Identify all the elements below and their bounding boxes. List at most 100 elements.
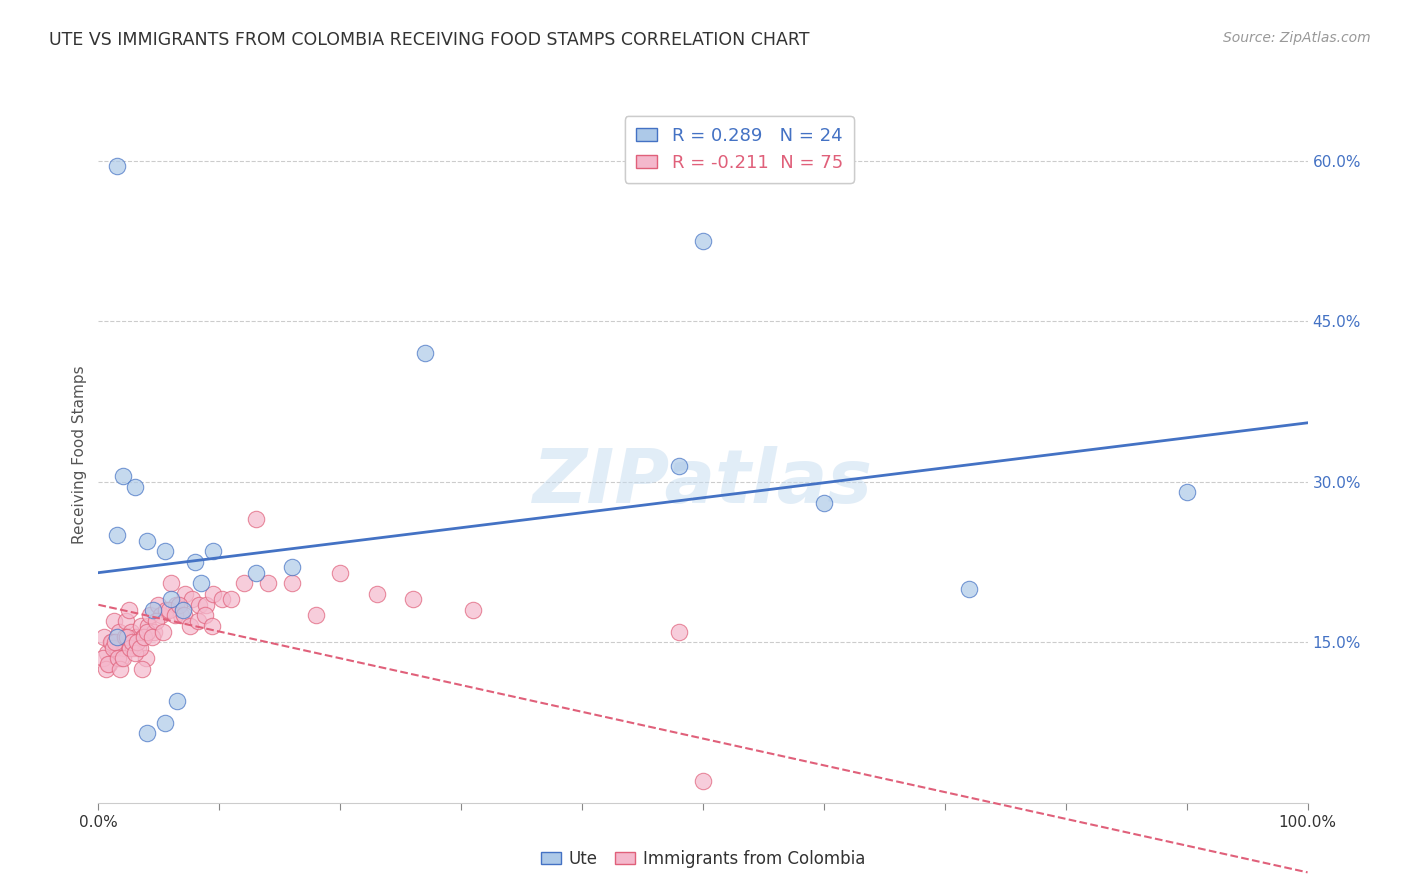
- Point: [128, 640, 150, 655]
- Point: [98, 657, 121, 671]
- Point: [136, 619, 159, 633]
- Point: [115, 614, 138, 628]
- Point: [135, 624, 157, 639]
- Point: [112, 640, 135, 655]
- Point: [110, 651, 132, 665]
- Point: [179, 619, 201, 633]
- Point: [169, 608, 191, 623]
- Point: [180, 592, 202, 607]
- Text: ZIPatlas: ZIPatlas: [533, 446, 873, 519]
- Point: [413, 346, 436, 360]
- Point: [245, 566, 267, 580]
- Point: [157, 603, 180, 617]
- Point: [93, 630, 115, 644]
- Point: [366, 587, 388, 601]
- Point: [135, 726, 157, 740]
- Point: [160, 592, 183, 607]
- Point: [124, 646, 146, 660]
- Point: [174, 587, 197, 601]
- Point: [166, 694, 188, 708]
- Point: [104, 635, 127, 649]
- Point: [152, 624, 174, 639]
- Point: [146, 598, 169, 612]
- Point: [256, 576, 278, 591]
- Point: [692, 234, 714, 248]
- Point: [232, 576, 254, 591]
- Point: [150, 608, 173, 623]
- Point: [221, 592, 243, 607]
- Point: [114, 630, 136, 644]
- Point: [132, 630, 155, 644]
- Point: [305, 608, 328, 623]
- Point: [957, 582, 980, 596]
- Point: [155, 603, 177, 617]
- Point: [108, 662, 131, 676]
- Point: [97, 657, 120, 671]
- Point: [173, 608, 195, 623]
- Point: [105, 630, 128, 644]
- Point: [135, 651, 157, 665]
- Point: [190, 576, 212, 591]
- Point: [101, 640, 124, 655]
- Point: [145, 614, 167, 628]
- Point: [129, 619, 152, 633]
- Point: [131, 662, 153, 676]
- Point: [202, 587, 225, 601]
- Point: [169, 598, 191, 612]
- Point: [668, 624, 690, 639]
- Point: [134, 630, 156, 644]
- Point: [120, 624, 142, 639]
- Point: [195, 598, 218, 612]
- Point: [118, 640, 141, 655]
- Point: [172, 603, 194, 617]
- Point: [127, 635, 149, 649]
- Point: [108, 624, 131, 639]
- Point: [329, 566, 352, 580]
- Point: [122, 640, 145, 655]
- Point: [142, 603, 165, 617]
- Point: [692, 774, 714, 789]
- Point: [211, 592, 233, 607]
- Point: [111, 651, 134, 665]
- Point: [139, 608, 162, 623]
- Text: UTE VS IMMIGRANTS FROM COLOMBIA RECEIVING FOOD STAMPS CORRELATION CHART: UTE VS IMMIGRANTS FROM COLOMBIA RECEIVIN…: [49, 31, 810, 49]
- Point: [135, 533, 157, 548]
- Point: [187, 598, 209, 612]
- Point: [96, 646, 118, 660]
- Point: [281, 576, 304, 591]
- Legend: Ute, Immigrants from Colombia: Ute, Immigrants from Colombia: [534, 844, 872, 875]
- Point: [463, 603, 485, 617]
- Point: [124, 480, 146, 494]
- Point: [201, 619, 224, 633]
- Point: [165, 598, 187, 612]
- Point: [121, 635, 143, 649]
- Point: [105, 640, 128, 655]
- Point: [194, 608, 217, 623]
- Point: [143, 624, 166, 639]
- Point: [163, 608, 186, 623]
- Point: [117, 630, 139, 644]
- Point: [281, 560, 304, 574]
- Point: [105, 159, 128, 173]
- Point: [813, 496, 835, 510]
- Point: [94, 662, 117, 676]
- Point: [118, 603, 141, 617]
- Point: [103, 614, 125, 628]
- Point: [91, 651, 114, 665]
- Point: [111, 469, 134, 483]
- Point: [184, 555, 207, 569]
- Point: [125, 630, 148, 644]
- Point: [105, 528, 128, 542]
- Point: [245, 512, 267, 526]
- Point: [668, 458, 690, 473]
- Y-axis label: Receiving Food Stamps: Receiving Food Stamps: [72, 366, 87, 544]
- Point: [100, 635, 122, 649]
- Point: [153, 715, 176, 730]
- Legend: R = 0.289   N = 24, R = -0.211  N = 75: R = 0.289 N = 24, R = -0.211 N = 75: [624, 116, 853, 183]
- Point: [202, 544, 225, 558]
- Point: [107, 651, 129, 665]
- Point: [127, 640, 149, 655]
- Point: [100, 635, 122, 649]
- Text: Source: ZipAtlas.com: Source: ZipAtlas.com: [1223, 31, 1371, 45]
- Point: [402, 592, 425, 607]
